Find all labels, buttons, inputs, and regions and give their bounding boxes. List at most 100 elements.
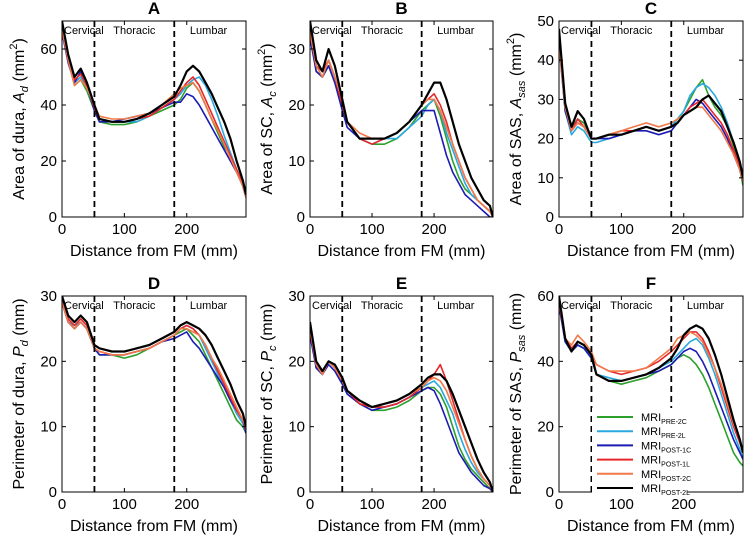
y-label-variable: A	[259, 97, 276, 109]
y-tick-label: 0	[297, 484, 305, 501]
region-label-cervical: Cervical	[312, 25, 352, 37]
y-tick-label: 40	[40, 97, 57, 114]
panel-letter: F	[646, 274, 656, 293]
series-mri-post-1c	[310, 335, 493, 492]
x-tick-label: 0	[58, 221, 66, 238]
legend-label: MRIPRE-2L	[641, 426, 686, 440]
series-mri-pre-2c	[310, 328, 493, 492]
x-tick-label: 200	[671, 221, 696, 238]
y-label-unit: (mm	[11, 50, 28, 86]
region-label-cervical: Cervical	[64, 300, 104, 312]
x-tick-label: 200	[671, 496, 696, 513]
legend-entry: MRIPOST-1C	[597, 440, 691, 454]
panel-letter: E	[396, 274, 407, 293]
y-tick-label: 20	[288, 353, 305, 370]
y-tick-label: 50	[537, 13, 554, 30]
y-label-end: )	[11, 38, 28, 43]
region-label-thoracic: Thoracic	[361, 300, 404, 312]
legend-label-sub: POST-1C	[661, 447, 691, 454]
legend-entry: MRIPOST-2C	[597, 469, 691, 483]
series-mri-post-1c	[559, 44, 743, 182]
y-label-superscript: 2	[256, 49, 268, 55]
y-label-subscript: sas	[516, 334, 528, 352]
x-axis-label: Distance from FM (mm)	[70, 518, 238, 535]
region-label-cervical: Cervical	[561, 300, 601, 312]
y-label-subscript: c	[267, 345, 279, 351]
y-label-text: Area of SAS,	[508, 108, 525, 205]
y-label-variable: P	[508, 352, 525, 363]
region-label-cervical: Cervical	[561, 25, 601, 37]
y-axis-label: Area of SAS, Asas (mm2)	[505, 33, 528, 206]
x-tick-label: 100	[112, 221, 137, 238]
legend-entry: MRIPOST-1L	[597, 455, 690, 469]
y-tick-label: 60	[537, 288, 554, 305]
legend-background	[592, 408, 687, 498]
series-mri-pre-2l	[310, 328, 493, 492]
y-axis-label: Area of dura, Ad (mm2)	[8, 38, 31, 200]
series-group	[559, 28, 743, 186]
series-mri-post-2l	[559, 28, 743, 179]
region-label-cervical: Cervical	[64, 25, 104, 37]
y-label-subscript: d	[19, 85, 31, 92]
y-label-unit: (mm	[508, 44, 525, 80]
y-tick-label: 20	[537, 419, 554, 436]
legend-label-main: MRI	[641, 426, 661, 438]
y-label-superscript: 2	[8, 44, 20, 50]
x-axis-label: Distance from FM (mm)	[567, 243, 735, 260]
y-tick-label: 10	[40, 419, 57, 436]
y-tick-label: 40	[537, 353, 554, 370]
panel-a: A Cervical Thoracic Lumbar 0 100 200 0 20 40 60 Dis…	[8, 0, 247, 260]
x-tick-label: 0	[306, 221, 314, 238]
region-label-cervical: Cervical	[312, 300, 352, 312]
panel-c: C Cervical Thoracic Lumbar 0 100 200 0 10 20 30 40 5…	[505, 0, 744, 260]
y-tick-label: 0	[49, 209, 57, 226]
series-mri-post-2c	[62, 302, 246, 428]
y-label-variable: P	[259, 351, 276, 362]
panel-e: E Cervical Thoracic Lumbar 0 100 200 0 10 20 30 Dis…	[259, 274, 494, 535]
y-tick-label: 60	[40, 41, 57, 58]
series-group	[62, 21, 246, 198]
panel-b: B Cervical Thoracic Lumbar 0 100 200 0 10 20 30 Dis…	[256, 0, 494, 260]
region-label-lumbar: Lumbar	[437, 300, 475, 312]
legend-label-main: MRI	[641, 483, 661, 495]
x-tick-label: 100	[609, 496, 634, 513]
panel-letter: D	[148, 274, 160, 293]
legend-label-sub: POST-2L	[661, 490, 690, 497]
y-axis-label: Perimeter of SAS, Psas (mm)	[508, 293, 528, 495]
x-tick-label: 200	[422, 496, 447, 513]
legend-label: MRIPRE-2C	[641, 412, 687, 426]
y-label-unit: (mm)	[508, 293, 525, 335]
series-mri-post-1c	[559, 305, 743, 460]
y-label-unit: (mm	[259, 55, 276, 91]
series-mri-post-2l	[310, 321, 493, 492]
legend-entry: MRIPRE-2C	[597, 412, 687, 426]
y-label-variable: A	[508, 98, 525, 110]
series-mri-post-2l	[62, 296, 246, 427]
series-group	[62, 296, 246, 434]
legend-entry: MRIPRE-2L	[597, 426, 686, 440]
region-label-lumbar: Lumbar	[687, 300, 725, 312]
y-tick-label: 0	[546, 209, 554, 226]
region-label-thoracic: Thoracic	[610, 300, 653, 312]
x-tick-label: 100	[360, 221, 385, 238]
y-tick-label: 0	[49, 484, 57, 501]
y-tick-label: 20	[288, 97, 305, 114]
region-label-thoracic: Thoracic	[361, 25, 404, 37]
series-mri-post-1c	[310, 37, 493, 217]
x-axis-label: Distance from FM (mm)	[70, 243, 238, 260]
series-mri-post-2c	[310, 328, 493, 492]
axes-frame	[309, 295, 494, 493]
axes-frame	[61, 295, 247, 493]
x-tick-label: 100	[112, 496, 137, 513]
y-tick-label: 0	[546, 484, 554, 501]
x-tick-label: 200	[174, 221, 199, 238]
series-mri-pre-2c	[559, 40, 743, 186]
y-label-text: Area of SC,	[259, 107, 276, 194]
panel-letter: B	[395, 0, 407, 18]
x-tick-label: 200	[422, 221, 447, 238]
y-label-end: )	[508, 33, 525, 38]
region-label-lumbar: Lumbar	[190, 300, 228, 312]
y-label-unit: (mm)	[11, 298, 28, 340]
y-tick-label: 40	[537, 52, 554, 69]
